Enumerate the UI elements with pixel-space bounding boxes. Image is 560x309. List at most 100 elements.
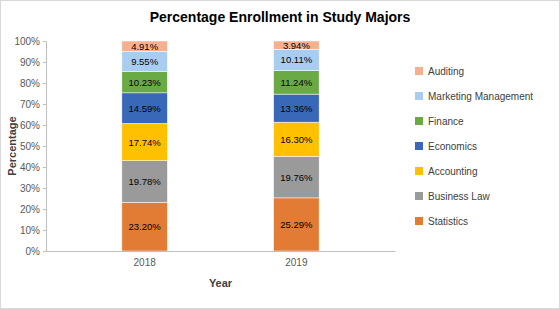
x-axis: 2018 2019 [47, 251, 396, 268]
y-tick-label: 70% [20, 99, 40, 110]
y-tick: 80% [20, 78, 46, 89]
bar-segment [274, 198, 320, 251]
y-tick-label: 0% [26, 246, 41, 257]
data-label: 17.74% [129, 137, 162, 148]
y-tick-mark [43, 146, 46, 147]
series [122, 122, 319, 161]
y-tick: 40% [20, 162, 46, 173]
bar-segment [122, 161, 168, 203]
bar-segment [122, 71, 168, 92]
data-label: 25.29% [280, 219, 313, 230]
y-tick: 70% [20, 99, 46, 110]
x-tick-label: 2019 [285, 257, 308, 268]
legend-label: Auditing [428, 66, 464, 77]
legend-item: Auditing [415, 66, 464, 77]
x-tick: 2018 [134, 251, 157, 268]
series [122, 93, 319, 124]
data-label: 10.11% [281, 54, 313, 65]
data-label: 3.94% [283, 40, 310, 51]
legend-label: Marketing Management [428, 91, 533, 102]
legend: Statistics Business Law Accounting Economic… [415, 66, 533, 227]
bar-segment [274, 122, 320, 156]
bar-segment [122, 93, 168, 124]
y-tick-mark [43, 104, 46, 105]
legend-label: Finance [428, 116, 464, 127]
y-tick: 0% [26, 246, 46, 257]
x-axis-line [47, 251, 396, 252]
legend-item: Business Law [415, 191, 490, 202]
bar-segment [122, 51, 168, 71]
y-tick-mark [43, 125, 46, 126]
data-label: 10.23% [129, 77, 162, 88]
series [122, 198, 319, 251]
data-label: 19.76% [280, 172, 313, 183]
y-tick-label: 90% [20, 57, 40, 68]
chart-border [1, 1, 560, 309]
y-tick-mark [43, 167, 46, 168]
legend-swatch [415, 217, 423, 225]
data-label: 16.30% [280, 134, 313, 145]
y-tick-mark [43, 83, 46, 84]
bar-segment [274, 94, 320, 122]
x-axis-title: Year [209, 277, 233, 289]
y-tick-label: 50% [20, 141, 40, 152]
y-tick-label: 60% [20, 120, 40, 131]
bars [122, 41, 319, 251]
legend-label: Business Law [428, 191, 490, 202]
y-tick-mark [43, 41, 46, 42]
legend-item: Finance [415, 116, 464, 127]
y-tick: 90% [20, 57, 46, 68]
y-tick-mark [43, 251, 46, 252]
data-label: 23.20% [129, 221, 162, 232]
y-tick: 30% [20, 183, 46, 194]
data-label: 9.55% [131, 56, 158, 67]
y-tick-mark [43, 188, 46, 189]
bar-segment [274, 49, 320, 70]
legend-label: Economics [428, 141, 477, 152]
data-label: 4.91% [131, 41, 158, 52]
y-tick: 10% [20, 225, 46, 236]
data-labels: 23.20% 25.29% 19.78% 19.76% 17.74% 16.30% 14.5… [129, 40, 314, 233]
y-tick-label: 20% [20, 204, 40, 215]
legend-swatch [415, 192, 423, 200]
legend-label: Statistics [428, 216, 468, 227]
y-tick: 60% [20, 120, 46, 131]
y-tick-label: 40% [20, 162, 40, 173]
data-label: 11.24% [281, 77, 313, 88]
legend-item: Economics [415, 141, 477, 152]
legend-swatch [415, 117, 423, 125]
x-tick: 2019 [285, 251, 308, 268]
series [122, 71, 319, 95]
y-tick-mark [43, 230, 46, 231]
y-axis-title: Percentage [6, 116, 18, 175]
legend-swatch [415, 142, 423, 150]
y-tick: 100% [14, 36, 46, 47]
y-axis-line [43, 42, 47, 252]
bar-segment [122, 41, 168, 51]
y-tick-mark [43, 209, 46, 210]
y-tick-label: 80% [20, 78, 40, 89]
legend-swatch [415, 67, 423, 75]
y-tick-label: 100% [14, 36, 40, 47]
series [122, 49, 319, 71]
legend-label: Accounting [428, 166, 477, 177]
y-tick-mark [43, 62, 46, 63]
data-label: 13.36% [280, 103, 313, 114]
plot: 23.20% 25.29% 19.78% 19.76% 17.74% 16.30% 14.5… [14, 36, 395, 268]
chart: Percentage Enrollment in Study Majors23.… [0, 0, 560, 309]
y-axis: 0% 10% 20% 30% 40% 50% 60% 70% 80% 90% 100% [14, 36, 46, 257]
bar-segment [274, 156, 320, 197]
data-label: 14.59% [129, 103, 162, 114]
y-tick-label: 10% [20, 225, 40, 236]
bar-segment [122, 202, 168, 251]
y-tick-label: 30% [20, 183, 40, 194]
legend-item: Marketing Management [415, 91, 533, 102]
legend-item: Statistics [415, 216, 468, 227]
bar-segment [122, 123, 168, 160]
x-tick-label: 2018 [134, 257, 157, 268]
legend-item: Accounting [415, 166, 477, 177]
series [122, 156, 319, 202]
data-label: 19.78% [129, 176, 162, 187]
legend-swatch [415, 167, 423, 175]
y-tick: 20% [20, 204, 46, 215]
